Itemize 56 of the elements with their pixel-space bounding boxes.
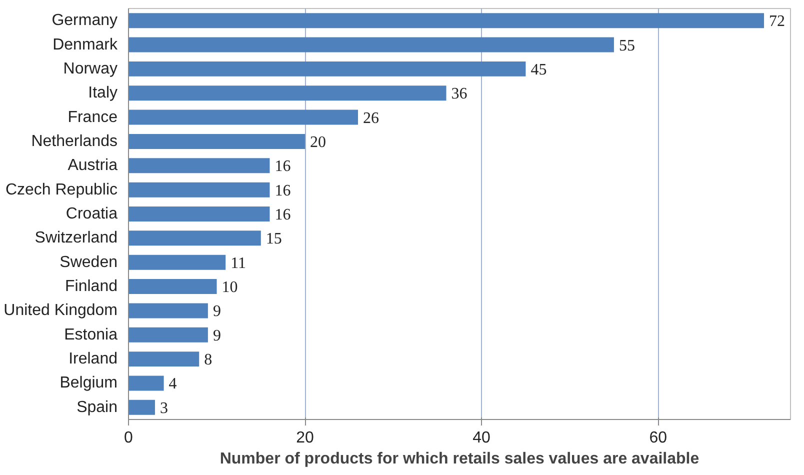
data-label: 8 bbox=[204, 352, 212, 369]
bar bbox=[128, 400, 155, 415]
x-tick-label: 20 bbox=[296, 430, 314, 446]
y-tick-label: Switzerland bbox=[34, 230, 118, 247]
data-label: 16 bbox=[274, 158, 291, 176]
bar bbox=[128, 327, 208, 342]
bar bbox=[128, 13, 764, 28]
y-tick-label: Estonia bbox=[64, 326, 118, 344]
data-label: 10 bbox=[222, 279, 238, 296]
data-label: 55 bbox=[618, 37, 635, 54]
data-label: 9 bbox=[212, 327, 221, 344]
x-axis-title: Number of products for which retails sales values are available bbox=[220, 450, 700, 468]
bar bbox=[128, 61, 526, 76]
bar bbox=[128, 279, 217, 294]
data-label: 36 bbox=[451, 86, 468, 103]
data-label: 4 bbox=[168, 376, 177, 393]
data-label: 15 bbox=[266, 230, 282, 248]
y-tick-label: Norway bbox=[63, 60, 118, 78]
bar bbox=[128, 182, 270, 198]
bar bbox=[128, 206, 270, 222]
y-tick-label: Finland bbox=[65, 278, 118, 296]
data-label: 26 bbox=[362, 110, 379, 127]
bar bbox=[128, 376, 164, 391]
x-tick-label: 60 bbox=[649, 430, 668, 446]
bar bbox=[128, 134, 306, 149]
y-tick-label: United Kingdom bbox=[4, 302, 118, 320]
y-tick-label: Netherlands bbox=[31, 132, 118, 150]
data-label: 16 bbox=[274, 206, 291, 224]
y-tick-label: Denmark bbox=[52, 36, 118, 54]
y-tick-label: Czech Republic bbox=[5, 181, 118, 198]
data-label: 3 bbox=[160, 400, 168, 417]
x-tick-label: 40 bbox=[472, 430, 491, 446]
bar bbox=[128, 158, 270, 174]
data-label: 16 bbox=[274, 182, 291, 200]
y-tick-label: Sweden bbox=[60, 254, 118, 271]
y-tick-label: Germany bbox=[52, 12, 118, 30]
data-label: 45 bbox=[530, 61, 547, 78]
data-label: 11 bbox=[230, 254, 246, 272]
bar bbox=[128, 110, 358, 125]
bar bbox=[128, 86, 446, 101]
y-tick-label: Spain bbox=[76, 398, 118, 416]
bar bbox=[128, 37, 614, 52]
y-tick-label: France bbox=[68, 108, 118, 126]
bar bbox=[128, 303, 208, 318]
bar bbox=[128, 352, 200, 367]
y-tick-label: Belgium bbox=[60, 374, 118, 392]
x-tick-label: 0 bbox=[124, 430, 134, 446]
data-label: 9 bbox=[212, 303, 221, 320]
bar bbox=[128, 254, 226, 270]
bar bbox=[128, 230, 261, 246]
y-tick-label: Italy bbox=[88, 84, 118, 102]
y-tick-label: Austria bbox=[68, 157, 118, 174]
data-label: 20 bbox=[310, 134, 326, 151]
y-tick-label: Ireland bbox=[68, 350, 118, 368]
y-tick-label: Croatia bbox=[66, 206, 118, 222]
data-label: 72 bbox=[769, 13, 786, 30]
